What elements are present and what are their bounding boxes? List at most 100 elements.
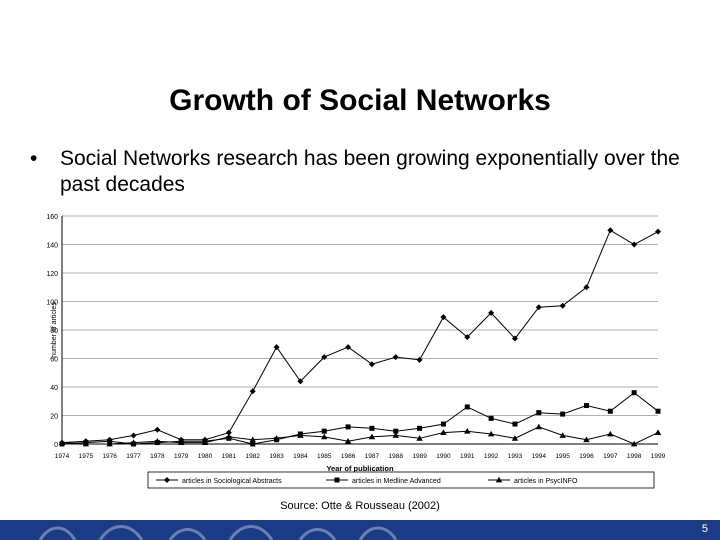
- y-tick-label: 80: [50, 328, 58, 335]
- bullet-icon: •: [30, 147, 38, 170]
- data-point: [607, 430, 614, 437]
- x-tick-label: 1979: [174, 453, 189, 460]
- y-tick-label: 40: [50, 385, 58, 392]
- data-point: [225, 433, 233, 440]
- line-chart: 0 20 40 60 80 100 120 140 160 1974 1975 1976 1977 197…: [46, 214, 666, 489]
- data-point: [560, 411, 566, 417]
- y-tick-label: 160: [46, 214, 58, 221]
- footer-decoration: [38, 525, 398, 540]
- x-tick-label: 1989: [412, 453, 427, 460]
- data-point: [164, 477, 170, 483]
- data-point: [201, 439, 209, 445]
- x-tick-label: 1983: [269, 453, 284, 460]
- data-point: [583, 436, 590, 443]
- data-point: [630, 440, 638, 447]
- data-point: [321, 354, 328, 361]
- data-point: [440, 421, 446, 427]
- x-tick-label: 1982: [245, 453, 260, 460]
- x-tick-label: 1993: [508, 453, 523, 460]
- data-point: [654, 429, 662, 435]
- x-tick-label: 1991: [460, 453, 475, 460]
- x-tick-label: 1985: [317, 453, 332, 460]
- y-axis-title: number of articles: [51, 302, 58, 358]
- source-caption: Source: Otte & Rousseau (2002): [280, 500, 440, 512]
- data-point: [393, 428, 399, 434]
- x-tick-label: 1998: [627, 453, 642, 460]
- y-tick-label: 100: [46, 300, 58, 307]
- data-point: [297, 378, 304, 385]
- data-point: [535, 304, 542, 311]
- data-point: [225, 429, 232, 436]
- data-point: [464, 427, 471, 434]
- data-point: [416, 356, 423, 363]
- data-point: [512, 421, 518, 427]
- data-point: [583, 284, 590, 291]
- data-point: [655, 408, 661, 414]
- x-tick-label: 1996: [579, 453, 594, 460]
- data-point: [154, 426, 161, 433]
- data-point: [345, 344, 352, 351]
- x-tick-label: 1980: [198, 453, 213, 460]
- series-line-1: [61, 229, 659, 444]
- data-point: [130, 439, 137, 445]
- data-point: [535, 423, 542, 430]
- x-tick-label: 1978: [150, 453, 165, 460]
- data-point: [417, 425, 423, 431]
- y-tick-label: 140: [46, 243, 58, 250]
- y-tick-label: 20: [50, 414, 58, 421]
- x-tick-label: 1995: [555, 453, 570, 460]
- bullet-text: Social Networks research has been growin…: [60, 147, 680, 196]
- x-tick-label: 1997: [603, 453, 618, 460]
- x-tick-label: 1986: [341, 453, 356, 460]
- data-point: [369, 425, 375, 431]
- data-point: [631, 241, 638, 248]
- legend-label: articles in Medline Advanced: [352, 478, 441, 485]
- data-point: [368, 361, 375, 368]
- data-point: [487, 430, 495, 437]
- data-point: [559, 432, 566, 438]
- data-point: [178, 439, 185, 445]
- series-line-2: [61, 392, 659, 445]
- x-tick-label: 1977: [126, 453, 141, 460]
- data-point: [464, 334, 471, 341]
- page-number: 5: [701, 523, 708, 535]
- y-tick-label: 60: [50, 357, 58, 364]
- x-tick-label: 1974: [55, 453, 70, 460]
- data-point: [607, 227, 614, 234]
- x-tick-label: 1999: [651, 453, 666, 460]
- data-point: [440, 314, 447, 321]
- x-tick-label: 1975: [79, 453, 94, 460]
- x-tick-label: 1981: [222, 453, 237, 460]
- data-point: [464, 404, 470, 410]
- data-point: [106, 440, 113, 447]
- x-tick-label: 1990: [436, 453, 451, 460]
- data-point: [488, 309, 495, 316]
- x-tick-label: 1984: [293, 453, 308, 460]
- data-point: [607, 408, 613, 414]
- legend-label: articles in Sociological Abstracts: [182, 478, 282, 485]
- slide-title: Growth of Social Networks: [169, 84, 551, 117]
- x-tick-label: 1987: [365, 453, 380, 460]
- data-point: [334, 477, 340, 483]
- data-point: [345, 424, 351, 430]
- data-point: [536, 410, 542, 416]
- y-tick-label: 0: [54, 442, 58, 449]
- data-point: [559, 302, 566, 309]
- data-point: [344, 437, 352, 444]
- data-point: [321, 428, 327, 434]
- data-point: [273, 435, 280, 441]
- data-point: [488, 415, 494, 421]
- data-point: [58, 439, 66, 445]
- data-point: [583, 403, 589, 409]
- data-point: [416, 435, 423, 441]
- x-tick-label: 1976: [102, 453, 117, 460]
- data-point: [631, 390, 637, 396]
- data-point: [368, 433, 376, 440]
- data-point: [440, 429, 447, 435]
- data-point: [392, 432, 399, 438]
- x-tick-label: 1988: [389, 453, 404, 460]
- data-point: [82, 440, 90, 447]
- series-line-3: [61, 426, 659, 445]
- y-tick-label: 120: [46, 271, 58, 278]
- data-point: [130, 432, 137, 439]
